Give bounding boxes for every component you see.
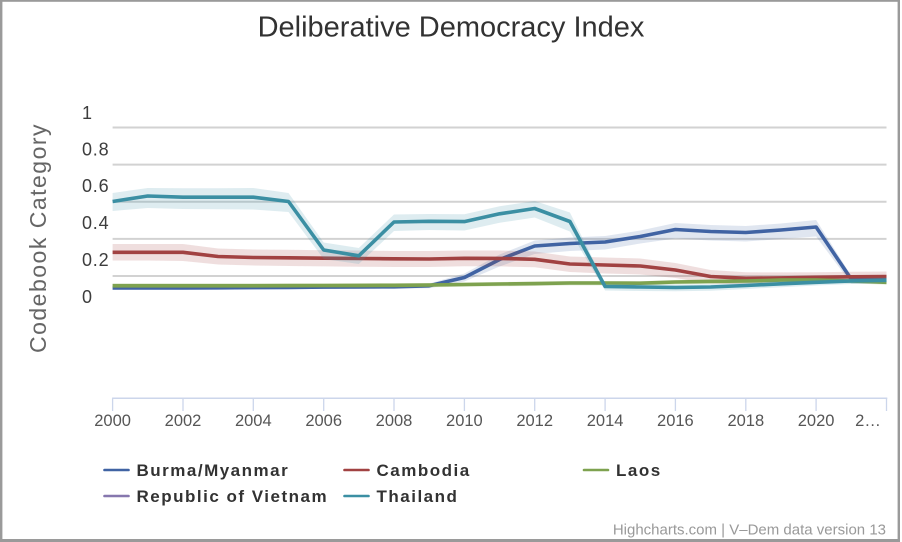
svg-text:2…: 2…: [855, 412, 881, 430]
svg-text:0: 0: [82, 287, 93, 307]
svg-text:Burma/Myanmar: Burma/Myanmar: [137, 461, 290, 480]
svg-text:Highcharts.com | V–Dem data ve: Highcharts.com | V–Dem data version 13: [613, 521, 886, 538]
svg-text:Deliberative Democracy Index: Deliberative Democracy Index: [258, 12, 645, 44]
svg-text:2006: 2006: [305, 412, 342, 430]
svg-text:Laos: Laos: [616, 461, 662, 480]
svg-text:Cambodia: Cambodia: [377, 461, 471, 480]
svg-text:2012: 2012: [516, 412, 553, 430]
svg-text:2008: 2008: [376, 412, 413, 430]
svg-text:Thailand: Thailand: [377, 487, 459, 506]
svg-text:2016: 2016: [657, 412, 694, 430]
svg-text:0.6: 0.6: [82, 176, 109, 196]
svg-text:Republic of Vietnam: Republic of Vietnam: [137, 487, 329, 506]
svg-text:2004: 2004: [235, 412, 272, 430]
svg-text:2000: 2000: [94, 412, 131, 430]
svg-text:0.8: 0.8: [82, 139, 109, 159]
svg-text:2010: 2010: [446, 412, 483, 430]
svg-text:2014: 2014: [587, 412, 624, 430]
svg-text:0.4: 0.4: [82, 213, 109, 233]
svg-text:1: 1: [82, 103, 93, 123]
svg-text:2020: 2020: [798, 412, 835, 430]
svg-text:2018: 2018: [727, 412, 764, 430]
svg-text:2002: 2002: [165, 412, 202, 430]
svg-text:Codebook Category: Codebook Category: [25, 123, 51, 353]
svg-text:0.2: 0.2: [82, 250, 109, 270]
